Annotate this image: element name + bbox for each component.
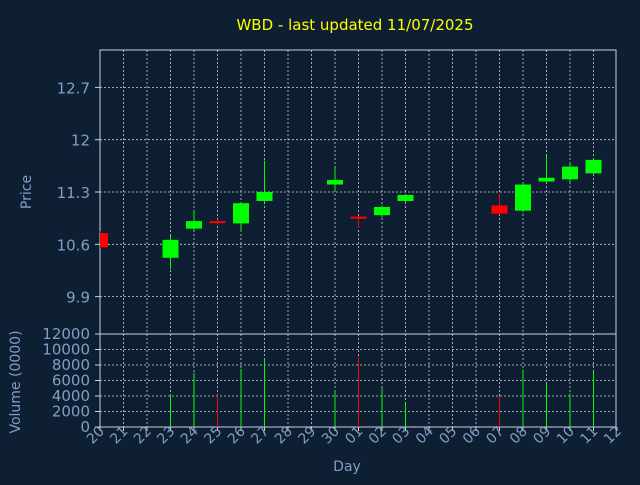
chart-title: WBD - last updated 11/07/2025 [236,16,473,34]
candle-body [162,239,179,258]
candle-body [100,233,108,248]
volume-bar-layer [170,357,594,427]
candle-layer [100,156,602,269]
candle-body [515,184,531,211]
volume-tick-label: 12000 [42,325,90,343]
candle-group [100,156,602,269]
candle-body [538,177,555,182]
volume-tick-label: 4000 [52,387,90,405]
candle-body [233,203,249,224]
volume-tick-label: 6000 [52,372,90,390]
candle-body [350,216,367,219]
price-tick-label: 12 [71,132,90,150]
price-tick-label: 10.6 [57,236,90,254]
candle-body [491,205,508,214]
candle-body [186,221,202,229]
volume-tick-label: 2000 [52,403,90,421]
candle-body [256,192,273,201]
price-tick-label: 11.3 [57,184,90,202]
price-tick-label: 9.9 [66,289,90,307]
candle-body [209,221,226,224]
candle-body [327,180,343,185]
volume-tick-label: 10000 [42,341,90,359]
volume-tick-label: 8000 [52,356,90,374]
candle-body [374,206,390,216]
price-axis-label: Price [19,175,35,209]
candle-body [397,194,414,201]
candle-body [562,166,578,180]
tick-label-layer: 9.9 10.6 11.3 12 12.7 02000400060008000100001… [42,79,625,447]
candle-body [585,159,602,174]
price-tick-label: 12.7 [57,79,90,97]
grid-layer [95,50,616,428]
x-axis-label: Day [333,459,361,475]
volume-axis-label: Volume (0000) [8,330,24,433]
volume-tick-label: 0 [80,418,90,436]
